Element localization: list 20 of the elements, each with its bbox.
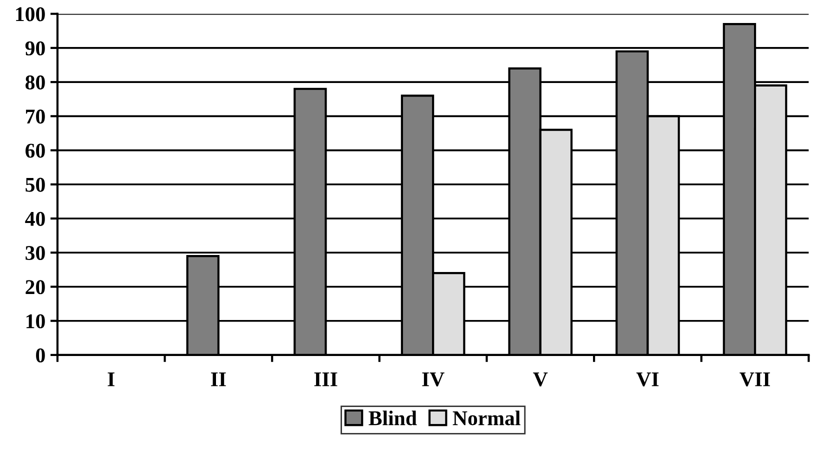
- x-tick-label: VII: [740, 372, 770, 386]
- x-tick-label: II: [211, 372, 226, 386]
- x-tick-label: VI: [636, 372, 659, 386]
- x-tick-label: IV: [422, 372, 444, 386]
- x-tick-label: III: [314, 372, 338, 386]
- y-tick-label: 70: [26, 110, 45, 124]
- y-tick-label: 50: [26, 178, 45, 192]
- y-tick-label: 80: [26, 75, 45, 90]
- y-tick-label: 100: [16, 7, 45, 22]
- x-tick-label: I: [108, 372, 114, 386]
- y-tick-label: 90: [25, 41, 45, 56]
- legend-label: Normal: [452, 410, 520, 426]
- y-tick-label: 10: [26, 314, 45, 328]
- y-tick-label: 20: [26, 280, 45, 294]
- y-tick-label: 0: [36, 348, 45, 362]
- y-tick-label: 30: [26, 246, 45, 260]
- x-tick-label: V: [533, 372, 548, 386]
- legend-label: Blind: [368, 410, 417, 426]
- y-tick-label: 40: [25, 212, 45, 226]
- y-tick-label: 60: [26, 144, 45, 158]
